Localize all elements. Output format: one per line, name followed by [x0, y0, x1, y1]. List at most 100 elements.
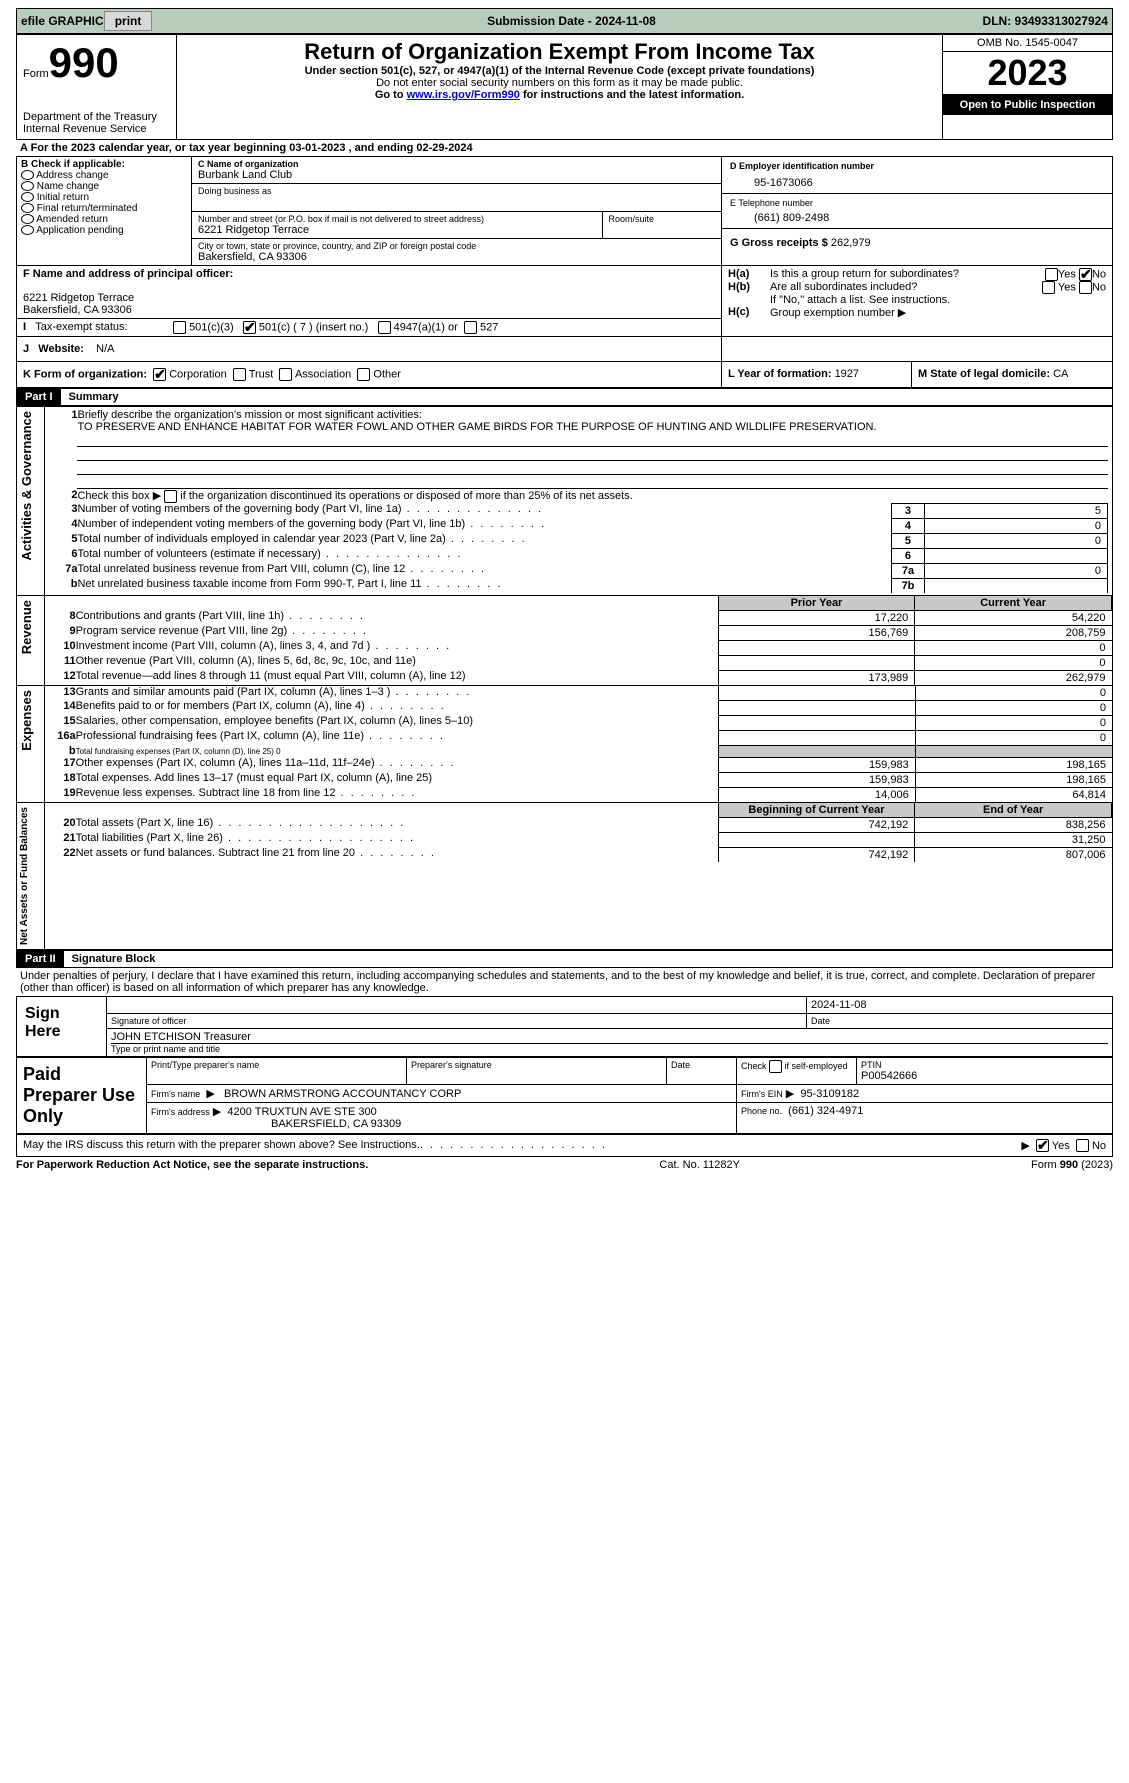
ein-label: D Employer identification number — [730, 161, 1104, 171]
phone-label: E Telephone number — [730, 198, 1104, 208]
discuss-yes-check[interactable] — [1036, 1139, 1049, 1152]
4947-check[interactable] — [378, 321, 391, 334]
top-bar: efile GRAPHIC print Submission Date - 20… — [16, 8, 1113, 34]
firm-name-value: BROWN ARMSTRONG ACCOUNTANCY CORP — [224, 1088, 461, 1100]
side-activities: Activities & Governance — [17, 407, 36, 565]
dept-irs: Internal Revenue Service — [23, 123, 170, 135]
form-org-label: K Form of organization: — [23, 368, 147, 380]
initial-return-check[interactable] — [21, 192, 34, 202]
l19-text: Revenue less expenses. Subtract line 18 … — [76, 787, 417, 799]
l20-curr: 838,256 — [915, 817, 1112, 832]
ptin-value: P00542666 — [861, 1070, 1108, 1082]
domicile-label: M State of legal domicile: — [918, 368, 1053, 380]
corp-label: Corporation — [169, 368, 226, 380]
assoc-check[interactable] — [279, 368, 292, 381]
l16a-curr: 0 — [915, 730, 1112, 745]
l14-curr: 0 — [915, 700, 1112, 715]
other-check[interactable] — [357, 368, 370, 381]
l10-prior — [718, 640, 915, 655]
form-word: Form — [23, 68, 49, 80]
print-button[interactable]: print — [104, 11, 153, 31]
hc-text: Group exemption number — [770, 307, 898, 319]
ha-no-check[interactable] — [1079, 268, 1092, 281]
l8-prior: 17,220 — [718, 610, 915, 625]
trust-label: Trust — [249, 368, 274, 380]
l6-text: Total number of volunteers (estimate if … — [77, 548, 462, 560]
l10-curr: 0 — [915, 640, 1112, 655]
discontinued-check[interactable] — [164, 490, 177, 503]
ha-text: Is this a group return for subordinates? — [770, 268, 996, 281]
firm-phone-value: (661) 324-4971 — [788, 1105, 863, 1117]
efile-label: efile GRAPHIC — [21, 14, 104, 28]
sign-here-table: Sign Here 2024-11-08 Signature of office… — [16, 996, 1113, 1057]
prep-date-label: Date — [671, 1060, 732, 1070]
subtitle-3: Go to www.irs.gov/Form990 for instructio… — [185, 89, 934, 101]
end-year-hdr: End of Year — [915, 803, 1112, 818]
corp-check[interactable] — [153, 368, 166, 381]
gross-receipts-label: G Gross receipts $ — [730, 237, 831, 249]
arrow-icon-2: ▶ — [153, 490, 161, 502]
527-check[interactable] — [464, 321, 477, 334]
footer-right-pre: Form — [1031, 1159, 1060, 1171]
app-pending-check[interactable] — [21, 225, 34, 235]
amended-return-check[interactable] — [21, 214, 34, 224]
l13-curr: 0 — [915, 686, 1112, 701]
arrow-icon-4: ▶ — [786, 1088, 794, 1100]
firm-addr-1: 4200 TRUXTUN AVE STE 300 — [227, 1106, 376, 1118]
addr-change-check[interactable] — [21, 170, 34, 180]
l5-value: 0 — [924, 533, 1107, 548]
part-i-table: Activities & Governance 1 Briefly descri… — [16, 406, 1113, 950]
discuss-no-check[interactable] — [1076, 1139, 1089, 1152]
hb-yes-check[interactable] — [1042, 281, 1055, 294]
paid-preparer-label: Paid Preparer Use Only — [17, 1057, 147, 1133]
year-formation-value: 1927 — [835, 368, 859, 380]
irs-link[interactable]: www.irs.gov/Form990 — [407, 89, 520, 101]
l3-text: Number of voting members of the governin… — [77, 503, 543, 515]
part-ii-title: Signature Block — [64, 953, 156, 965]
entity-info-table: B Check if applicable: Address change Na… — [16, 157, 1113, 266]
org-name: Burbank Land Club — [198, 169, 715, 181]
suite-label: Room/suite — [609, 214, 716, 224]
subtitle-2: Do not enter social security numbers on … — [185, 77, 934, 89]
page-footer: For Paperwork Reduction Act Notice, see … — [16, 1157, 1113, 1171]
gross-receipts-value: 262,979 — [831, 237, 871, 249]
side-netassets: Net Assets or Fund Balances — [17, 803, 32, 949]
no-label-2: No — [1092, 281, 1106, 293]
dln-label: DLN: 93493313027924 — [983, 14, 1108, 28]
501c3-check[interactable] — [173, 321, 186, 334]
hb-label: H(b) — [728, 281, 770, 294]
l9-curr: 208,759 — [915, 625, 1112, 640]
l14-text: Benefits paid to or for members (Part IX… — [76, 700, 446, 712]
dept-treasury: Department of the Treasury — [23, 111, 170, 123]
501c-check[interactable] — [243, 321, 256, 334]
527-label: 527 — [480, 321, 498, 333]
hb-no-check[interactable] — [1079, 281, 1092, 294]
yes-label: Yes — [1058, 268, 1076, 280]
sign-here-label: Sign Here — [17, 996, 107, 1056]
l5-text: Total number of individuals employed in … — [77, 533, 526, 545]
l18-prior: 159,983 — [718, 772, 915, 787]
l17-text: Other expenses (Part IX, column (A), lin… — [76, 757, 456, 769]
l16a-text: Professional fundraising fees (Part IX, … — [76, 730, 445, 742]
firm-ein-label: Firm's EIN — [741, 1089, 783, 1099]
footer-left: For Paperwork Reduction Act Notice, see … — [16, 1159, 368, 1171]
firm-name-label: Firm's name — [151, 1089, 200, 1099]
501c3-label: 501(c)(3) — [189, 321, 234, 333]
self-employed-check[interactable] — [769, 1060, 782, 1073]
ha-yes-check[interactable] — [1045, 268, 1058, 281]
arrow-icon-3: ▶ — [206, 1088, 214, 1100]
period-end: 02-29-2024 — [416, 142, 472, 154]
final-return-check[interactable] — [21, 203, 34, 213]
year-formation-label: L Year of formation: — [728, 368, 835, 380]
l9-prior: 156,769 — [718, 625, 915, 640]
trust-check[interactable] — [233, 368, 246, 381]
l18-curr: 198,165 — [915, 772, 1112, 787]
box-b-header: B Check if applicable: — [21, 159, 187, 170]
name-change-check[interactable] — [21, 181, 34, 191]
domicile-value: CA — [1053, 368, 1068, 380]
tax-status-label: Tax-exempt status: — [35, 321, 127, 333]
l12-prior: 173,989 — [718, 670, 915, 685]
l15-prior — [718, 715, 915, 730]
part-ii-label: Part II — [17, 951, 64, 967]
l18-text: Total expenses. Add lines 13–17 (must eq… — [76, 772, 432, 784]
